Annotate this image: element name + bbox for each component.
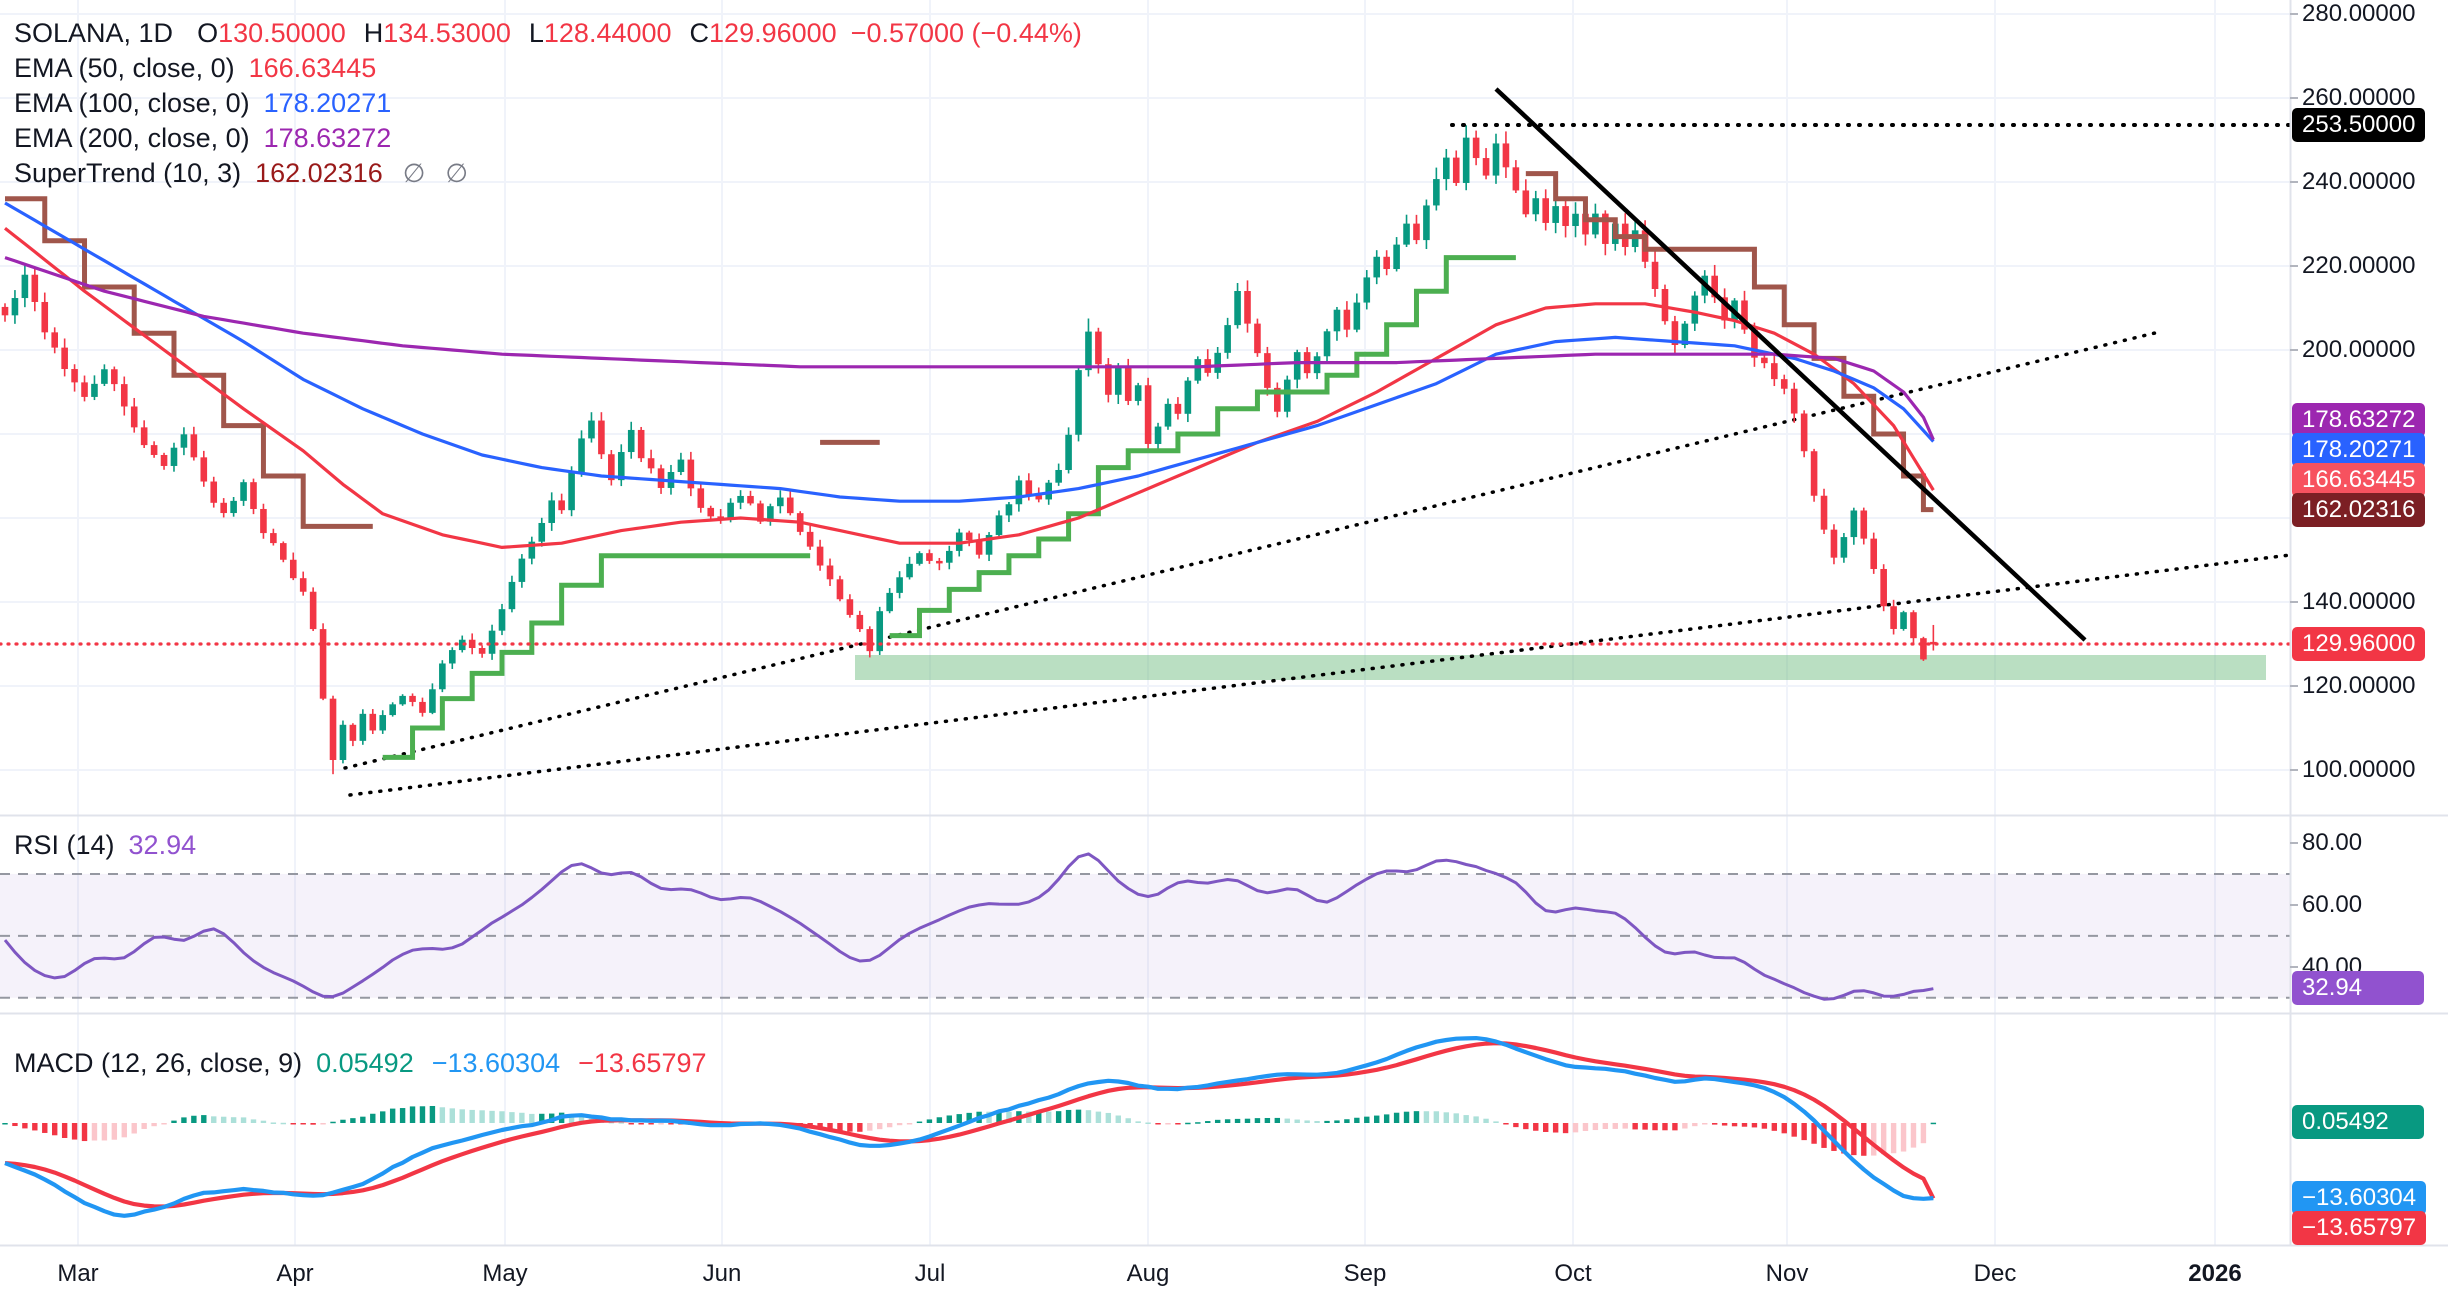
- high-value: 134.53000: [383, 18, 511, 48]
- macd-legend: MACD (12, 26, close, 9) 0.05492 −13.6030…: [14, 1046, 707, 1081]
- main-legend: SOLANA, 1D O 130.50000 H 134.53000 L 128…: [14, 16, 1082, 191]
- high-label: H: [363, 18, 384, 48]
- hide-band-icon[interactable]: ∅: [402, 158, 426, 188]
- ema100-legend-row[interactable]: EMA (100, close, 0) 178.20271: [14, 86, 1082, 121]
- ema50-name: EMA (50, close, 0): [14, 53, 235, 83]
- ema50-value: 166.63445: [248, 53, 377, 83]
- low-value: 128.44000: [543, 18, 672, 48]
- ema200-value: 178.63272: [263, 123, 392, 153]
- macd-line-value: −13.60304: [431, 1048, 561, 1078]
- symbol-title: SOLANA, 1D: [14, 18, 174, 48]
- change-value: −0.57000 (−0.44%): [850, 18, 1082, 48]
- hide-band-icon[interactable]: ∅: [445, 158, 469, 188]
- supertrend-value: 162.02316: [255, 158, 383, 188]
- supertrend-name: SuperTrend (10, 3): [14, 158, 242, 188]
- symbol-legend-row[interactable]: SOLANA, 1D O 130.50000 H 134.53000 L 128…: [14, 16, 1082, 51]
- ema200-legend-row[interactable]: EMA (200, close, 0) 178.63272: [14, 121, 1082, 156]
- low-label: L: [528, 18, 544, 48]
- macd-signal-value: −13.65797: [578, 1048, 707, 1078]
- ema100-value: 178.20271: [263, 88, 392, 118]
- close-value: 129.96000: [709, 18, 837, 48]
- close-label: C: [689, 18, 710, 48]
- ema200-name: EMA (200, close, 0): [14, 123, 250, 153]
- open-value: 130.50000: [218, 18, 346, 48]
- ema100-name: EMA (100, close, 0): [14, 88, 250, 118]
- ema50-legend-row[interactable]: EMA (50, close, 0) 166.63445: [14, 51, 1082, 86]
- macd-hist-value: 0.05492: [316, 1048, 414, 1078]
- rsi-name: RSI (14): [14, 830, 115, 860]
- macd-name: MACD (12, 26, close, 9): [14, 1048, 303, 1078]
- rsi-legend-row[interactable]: RSI (14) 32.94: [14, 828, 196, 863]
- rsi-value: 32.94: [128, 830, 197, 860]
- supertrend-legend-row[interactable]: SuperTrend (10, 3) 162.02316 ∅ ∅: [14, 156, 1082, 191]
- macd-legend-row[interactable]: MACD (12, 26, close, 9) 0.05492 −13.6030…: [14, 1046, 707, 1081]
- rsi-legend: RSI (14) 32.94: [14, 828, 196, 863]
- open-label: O: [197, 18, 219, 48]
